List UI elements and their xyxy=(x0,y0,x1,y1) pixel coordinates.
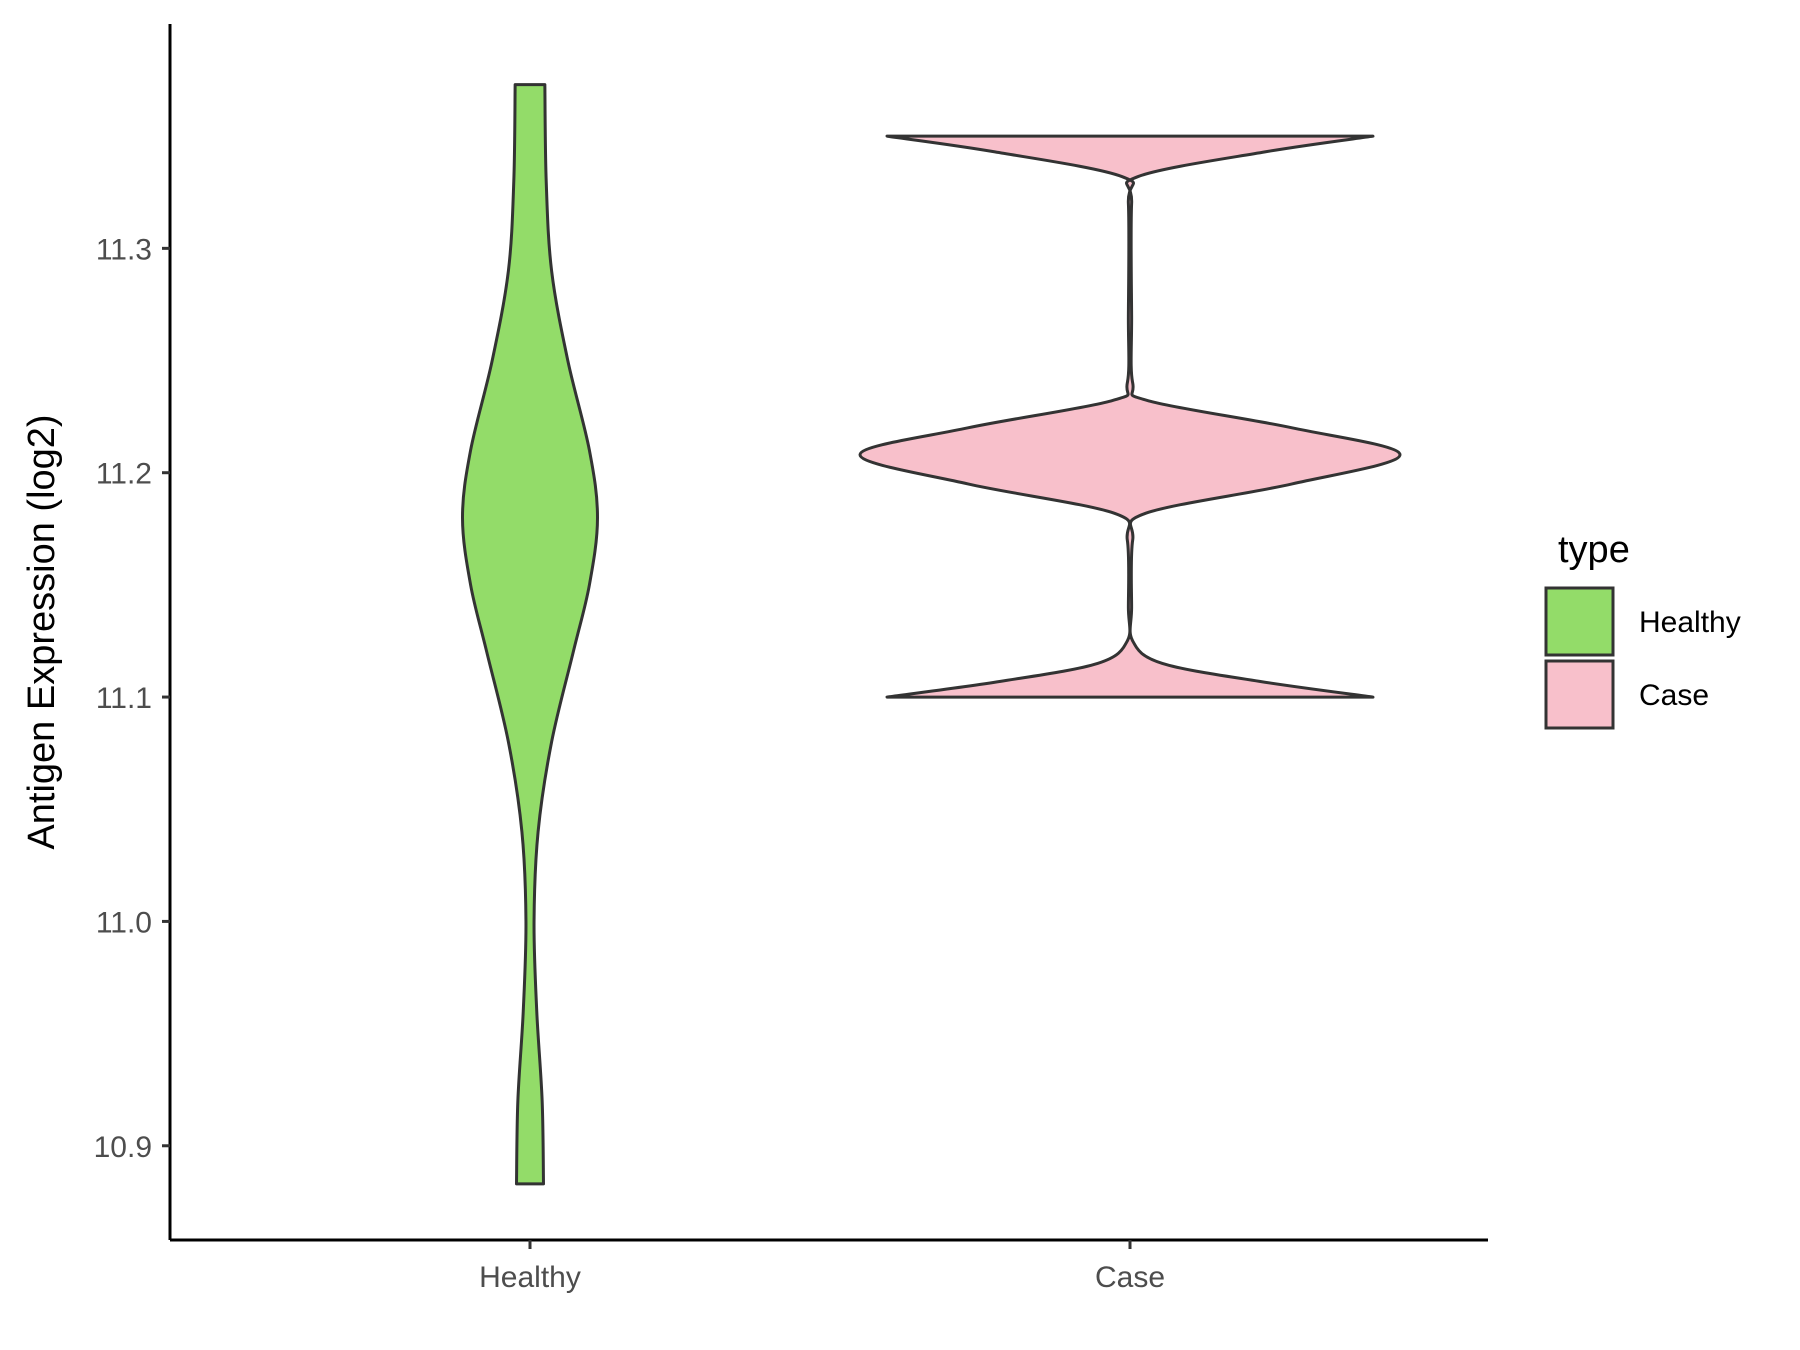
legend-entries: Healthy Case xyxy=(1544,586,1741,730)
legend: type Healthy Case xyxy=(1544,529,1741,730)
legend-title: type xyxy=(1558,529,1630,571)
y-axis-title: Antigen Expression (log2) xyxy=(21,414,63,849)
legend-key-healthy xyxy=(1544,586,1615,657)
legend-label-case: Case xyxy=(1639,679,1709,712)
legend-label-healthy: Healthy xyxy=(1639,606,1741,639)
y-tick-label: 11.1 xyxy=(96,682,152,715)
violin-healthy xyxy=(461,83,599,1186)
y-tick-label: 11.3 xyxy=(96,233,152,266)
y-tick-label: 11.2 xyxy=(96,458,152,491)
x-tick-label: Healthy xyxy=(479,1261,581,1294)
y-ticks: 10.9 11.0 11.1 11.2 11.3 xyxy=(94,233,170,1164)
legend-key-case xyxy=(1544,659,1615,730)
violins-layer xyxy=(461,83,1402,1186)
y-tick-label: 10.9 xyxy=(94,1131,152,1164)
x-tick-label: Case xyxy=(1095,1261,1165,1294)
violin-case xyxy=(858,134,1402,699)
x-ticks: Healthy Case xyxy=(479,1240,1165,1294)
y-tick-label: 11.0 xyxy=(96,906,152,939)
